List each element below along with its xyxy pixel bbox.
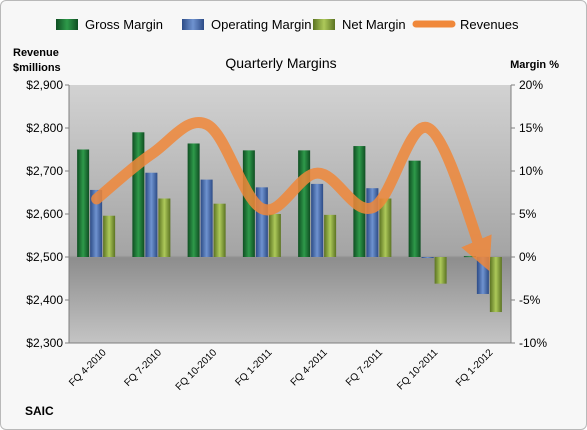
left-tick-label: $2,300: [26, 336, 63, 350]
legend-label-revenues: Revenues: [460, 17, 519, 32]
right-tick-label: 15%: [519, 121, 543, 135]
legend-swatch-gross-margin: [56, 19, 78, 30]
x-category-label: FQ 4-2011: [289, 347, 330, 388]
right-tick-label: 0%: [519, 250, 537, 264]
revenues-line: [91, 117, 492, 272]
net-margin-bar: [379, 198, 392, 257]
x-category-label: FQ 1-2011: [233, 347, 274, 388]
net-margin-bar: [434, 257, 447, 284]
net-margin-bar: [489, 257, 502, 313]
left-axis-label-line1: Revenue: [13, 47, 59, 59]
x-category-label: FQ 7-2010: [122, 347, 164, 389]
legend-label-gross-margin: Gross Margin: [85, 17, 163, 32]
right-tick-label: 10%: [519, 164, 543, 178]
legend-label-net-margin: Net Margin: [342, 17, 406, 32]
gross-margin-bar: [463, 256, 476, 258]
operating-margin-bar: [476, 257, 489, 294]
right-tick-label: 20%: [519, 78, 543, 92]
right-tick-label: 5%: [519, 207, 537, 221]
operating-margin-bar: [200, 179, 213, 257]
legend-swatch-operating-margin: [182, 19, 204, 30]
net-margin-bar: [158, 198, 171, 257]
left-tick-label: $2,900: [26, 78, 63, 92]
left-axis-label-line2: $millions: [13, 62, 61, 74]
net-margin-bar: [213, 203, 226, 257]
net-margin-bar: [268, 214, 281, 257]
left-tick-label: $2,600: [26, 207, 63, 221]
gross-margin-bar: [408, 160, 421, 257]
net-margin-bar: [324, 214, 337, 257]
x-category-label: FQ 10-2010: [174, 347, 220, 393]
operating-margin-bar: [311, 183, 324, 257]
legend-label-operating-margin: Operating Margin: [211, 17, 311, 32]
right-axis-label: Margin %: [510, 59, 559, 71]
footer-label: SAIC: [25, 404, 54, 418]
operating-margin-bar: [145, 172, 158, 257]
gross-margin-bar: [132, 132, 145, 257]
left-tick-label: $2,800: [26, 121, 63, 135]
legend: Gross Margin Operating Margin Net Margin Re…: [56, 17, 519, 32]
x-category-label: FQ 7-2011: [344, 347, 385, 388]
left-tick-label: $2,500: [26, 250, 63, 264]
x-category-label: FQ 1-2012: [454, 347, 496, 389]
gross-margin-bar: [187, 143, 200, 257]
x-category-label: FQ 4-2010: [67, 347, 109, 389]
net-margin-bar: [103, 215, 116, 257]
left-tick-label: $2,700: [26, 164, 63, 178]
right-tick-label: -10%: [519, 336, 547, 350]
operating-margin-bar: [421, 257, 434, 258]
right-tick-label: -5%: [519, 293, 541, 307]
gross-margin-bar: [298, 150, 311, 257]
gross-margin-bar: [77, 149, 90, 257]
chart-title: Quarterly Margins: [225, 55, 336, 71]
left-tick-label: $2,400: [26, 293, 63, 307]
operating-margin-bar: [90, 189, 103, 257]
legend-swatch-net-margin: [313, 19, 335, 30]
x-category-label: FQ 10-2011: [395, 347, 440, 392]
